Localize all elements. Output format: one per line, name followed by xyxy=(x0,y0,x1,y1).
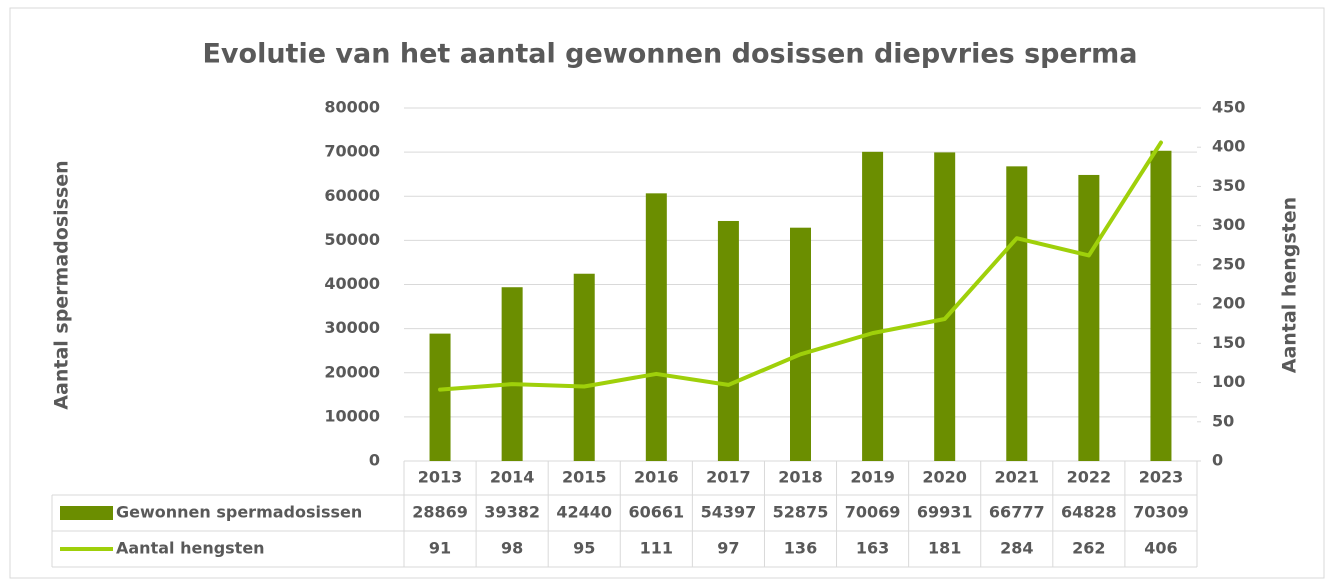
y2-tick-label: 100 xyxy=(1212,372,1245,391)
x-tick-label: 2013 xyxy=(418,468,463,487)
table-value: 111 xyxy=(640,539,673,558)
bar xyxy=(717,220,739,461)
table-value: 69931 xyxy=(917,503,973,522)
legend-key xyxy=(60,506,113,520)
line xyxy=(438,140,1163,392)
table-value: 98 xyxy=(501,539,523,558)
x-tick-label: 2018 xyxy=(778,468,823,487)
table-value: 136 xyxy=(784,539,817,558)
bar xyxy=(501,287,523,461)
y-tick-label: 0 xyxy=(369,451,380,470)
x-tick-label: 2022 xyxy=(1067,468,1112,487)
x-tick-label: 2014 xyxy=(490,468,535,487)
bar xyxy=(862,151,884,461)
y-tick-label: 10000 xyxy=(324,406,380,425)
x-tick-label: 2017 xyxy=(706,468,751,487)
table-value: 28869 xyxy=(412,503,468,522)
y2-tick-label: 50 xyxy=(1212,411,1234,430)
table-value: 64828 xyxy=(1061,503,1117,522)
y-tick-label: 30000 xyxy=(324,318,380,337)
bar xyxy=(645,193,667,461)
table-value: 66777 xyxy=(989,503,1045,522)
x-tick-label: 2020 xyxy=(922,468,967,487)
y2-tick-label: 250 xyxy=(1212,254,1245,273)
y2-tick-label: 0 xyxy=(1212,451,1223,470)
table-value: 39382 xyxy=(484,503,540,522)
bar xyxy=(1006,166,1028,461)
table-value: 97 xyxy=(717,539,739,558)
chart-title: Evolutie van het aantal gewonnen dosisse… xyxy=(202,39,1137,70)
y2-axis-title: Aantal hengsten xyxy=(1279,197,1301,373)
x-tick-label: 2019 xyxy=(850,468,895,487)
bar xyxy=(790,227,811,461)
y-tick-label: 70000 xyxy=(324,142,380,161)
legend-label: Gewonnen spermadosissen xyxy=(116,503,362,522)
y2-tick-label: 150 xyxy=(1212,333,1245,352)
y2-tick-label: 300 xyxy=(1212,215,1245,234)
table-value: 54397 xyxy=(701,503,757,522)
y2-tick-label: 450 xyxy=(1212,98,1245,117)
table-value: 406 xyxy=(1144,539,1177,558)
table-value: 70309 xyxy=(1133,503,1189,522)
legend-label: Aantal hengsten xyxy=(116,539,265,558)
table-value: 181 xyxy=(928,539,961,558)
bar xyxy=(934,152,956,462)
x-tick-label: 2021 xyxy=(995,468,1040,487)
x-tick-label: 2016 xyxy=(634,468,679,487)
table-value: 42440 xyxy=(556,503,612,522)
bar xyxy=(573,273,595,461)
y-axis-title: Aantal spermadosissen xyxy=(51,160,73,409)
y-tick-label: 80000 xyxy=(324,98,380,117)
x-tick-label: 2015 xyxy=(562,468,607,487)
y-tick-label: 40000 xyxy=(324,274,380,293)
table-value: 163 xyxy=(856,539,889,558)
y2-tick-label: 350 xyxy=(1212,176,1245,195)
y-tick-label: 60000 xyxy=(324,186,380,205)
table-value: 60661 xyxy=(628,503,684,522)
table-value: 52875 xyxy=(773,503,829,522)
chart-border xyxy=(9,7,1325,579)
table-value: 262 xyxy=(1072,539,1105,558)
bar xyxy=(1150,150,1172,461)
bar xyxy=(1078,174,1100,461)
table-value: 284 xyxy=(1000,539,1033,558)
y-tick-label: 20000 xyxy=(324,362,380,381)
table-value: 95 xyxy=(573,539,595,558)
y2-tick-label: 200 xyxy=(1212,294,1245,313)
y-tick-label: 50000 xyxy=(324,230,380,249)
x-tick-label: 2023 xyxy=(1139,468,1184,487)
y2-tick-label: 400 xyxy=(1212,137,1245,156)
bar xyxy=(429,333,451,461)
table-value: 70069 xyxy=(845,503,901,522)
table-value: 91 xyxy=(429,539,451,558)
